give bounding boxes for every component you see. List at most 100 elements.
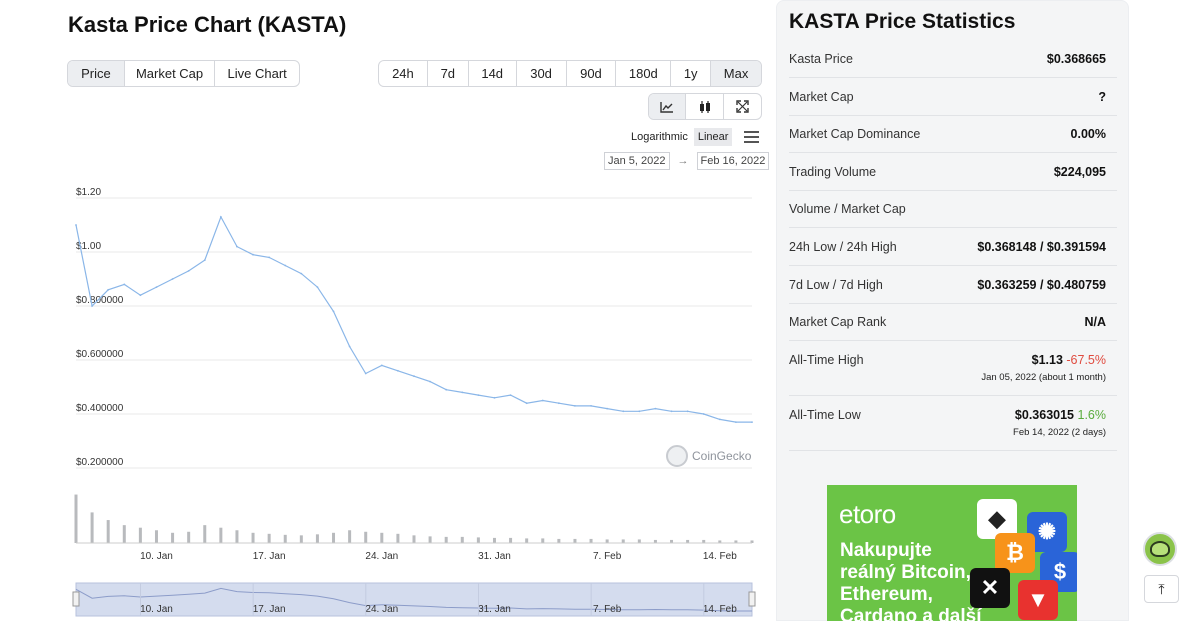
stat-value: ? — [1098, 90, 1106, 104]
stat-value: N/A — [1084, 315, 1106, 329]
date-from-input[interactable]: Jan 5, 2022 — [604, 152, 670, 170]
etoro-advertisement[interactable]: etoro Nakupujte reálný Bitcoin, Ethereum… — [827, 485, 1077, 621]
stat-row-volume: Trading Volume $224,095 — [789, 165, 1117, 191]
coingecko-watermark: CoinGecko — [666, 445, 751, 467]
ath-value: $1.13 — [1031, 353, 1063, 367]
x-tick-label: 14. Feb — [703, 551, 737, 562]
stat-label: Market Cap — [789, 90, 854, 104]
range-max[interactable]: Max — [711, 61, 761, 86]
range-7d[interactable]: 7d — [428, 61, 469, 86]
price-point — [139, 294, 142, 297]
range-180d[interactable]: 180d — [616, 61, 672, 86]
range-24h[interactable]: 24h — [379, 61, 428, 86]
x-tick-label: 17. Jan — [253, 551, 286, 562]
volume-bar — [219, 527, 223, 543]
price-point — [574, 405, 576, 407]
stat-label: All-Time High — [789, 353, 864, 367]
volume-bar — [557, 538, 561, 543]
y-tick-label: $1.20 — [76, 187, 101, 198]
date-arrow: → — [677, 155, 689, 167]
range-1y[interactable]: 1y — [671, 61, 712, 86]
stat-label: 7d Low / 7d High — [789, 278, 883, 292]
price-series-line — [75, 215, 752, 423]
navigator-tick-label: 24. Jan — [365, 604, 398, 615]
volume-bar — [428, 536, 432, 543]
stat-row-market-cap: Market Cap ? — [789, 90, 1117, 116]
range-90d[interactable]: 90d — [567, 61, 617, 86]
navigator-tick-label: 14. Feb — [703, 604, 737, 615]
watermark-text: CoinGecko — [692, 449, 752, 463]
date-to-input[interactable]: Feb 16, 2022 — [696, 152, 770, 170]
price-point — [203, 259, 206, 261]
xrp-icon: ✕ — [970, 568, 1010, 608]
volume-bar — [573, 538, 577, 543]
volume-bar — [235, 530, 239, 543]
y-tick-label: $0.400000 — [76, 403, 124, 414]
bitcoin-icon: ₿ — [995, 533, 1035, 573]
etoro-logo: etoro — [839, 499, 896, 529]
fullscreen-icon[interactable] — [724, 94, 761, 119]
candlestick-icon[interactable] — [686, 94, 724, 119]
volume-bar — [203, 525, 207, 543]
price-point — [622, 410, 625, 413]
price-point — [445, 388, 448, 391]
atl-date: Feb 14, 2022 (2 days) — [1013, 427, 1106, 438]
line-chart-icon[interactable] — [649, 94, 687, 119]
gecko-mascot-button[interactable] — [1143, 532, 1177, 566]
chart-type-tools — [648, 93, 762, 120]
volume-bar — [412, 535, 416, 543]
volume-bar — [348, 530, 352, 543]
stat-label: All-Time Low — [789, 408, 861, 422]
price-point — [654, 407, 657, 410]
volume-bar — [718, 540, 722, 543]
ath-value-group: $1.13 -67.5% — [1032, 353, 1106, 367]
price-point — [686, 410, 689, 413]
y-tick-label: $0.600000 — [76, 349, 124, 360]
price-chart[interactable]: $1.20 $1.00 $0.800000 $0.600000 $0.400000 $0.… — [60, 180, 760, 620]
price-point — [397, 369, 399, 372]
tab-market-cap[interactable]: Market Cap — [125, 61, 216, 86]
price-point — [477, 394, 480, 396]
y-tick-label: $0.200000 — [76, 457, 124, 468]
price-point — [429, 380, 431, 383]
price-point — [364, 372, 367, 375]
logarithmic-option[interactable]: Logarithmic — [631, 131, 688, 143]
price-point — [171, 278, 174, 280]
stat-row-all-time-high: All-Time High $1.13 -67.5% Jan 05, 2022 … — [789, 353, 1117, 396]
stat-row-7d-range: 7d Low / 7d High $0.363259 / $0.480759 — [789, 278, 1117, 304]
ath-date: Jan 05, 2022 (about 1 month) — [981, 372, 1106, 383]
navigator-tick-label: 10. Jan — [140, 604, 173, 615]
stat-label: Trading Volume — [789, 165, 877, 179]
volume-bar — [750, 540, 754, 543]
ad-copy: Nakupujte reálný Bitcoin, Ethereum, Card… — [840, 540, 982, 621]
volume-bar — [734, 540, 738, 543]
stat-value: $224,095 — [1053, 165, 1106, 179]
linear-option[interactable]: Linear — [693, 128, 733, 146]
price-point — [541, 399, 544, 402]
y-tick-label: $0.800000 — [76, 295, 124, 306]
volume-bar — [332, 532, 336, 543]
volume-bar — [605, 539, 609, 543]
volume-bar — [686, 539, 690, 543]
price-point — [236, 245, 238, 248]
price-point — [735, 421, 737, 423]
volume-bar — [90, 512, 94, 543]
range-30d[interactable]: 30d — [517, 61, 567, 86]
ad-line: reálný Bitcoin, — [840, 562, 971, 583]
chart-menu-icon[interactable] — [744, 131, 760, 143]
volume-bar — [509, 537, 513, 543]
range-14d[interactable]: 14d — [469, 61, 517, 86]
scroll-to-top-button[interactable]: ⤒ — [1144, 575, 1179, 603]
price-point — [284, 264, 287, 267]
volume-bar — [171, 532, 175, 543]
tab-price[interactable]: Price — [68, 61, 125, 86]
navigator-handle-right — [748, 591, 756, 607]
stat-label: Kasta Price — [789, 52, 853, 66]
volume-bar — [702, 539, 706, 543]
price-point — [638, 410, 641, 413]
atl-value: $0.363015 — [1014, 408, 1075, 422]
tab-live-chart[interactable]: Live Chart — [227, 66, 287, 81]
volume-bar — [122, 525, 126, 543]
price-point — [380, 364, 383, 367]
